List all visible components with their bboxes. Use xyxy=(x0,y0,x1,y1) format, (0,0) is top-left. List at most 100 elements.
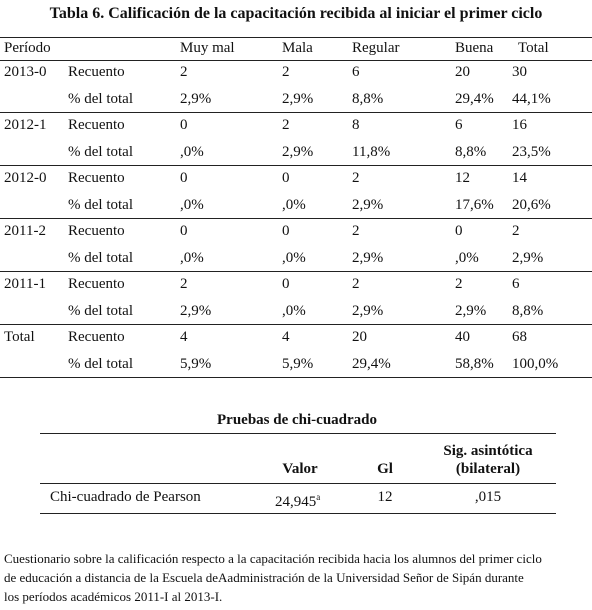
cell: ,0% xyxy=(455,249,479,266)
row-period: 2011-1 xyxy=(4,276,46,292)
cell: 2 xyxy=(180,64,188,80)
cell: 16 xyxy=(512,117,527,133)
row-label: Chi-cuadrado de Pearson xyxy=(50,489,201,505)
cell: 8 xyxy=(352,117,360,133)
cell: ,0% xyxy=(282,249,306,266)
cell: 20,6% xyxy=(512,196,551,213)
rule xyxy=(0,165,592,166)
footnote-mark: a xyxy=(316,492,321,502)
row-period: 2013-0 xyxy=(4,64,47,80)
row-period: 2012-1 xyxy=(4,117,47,133)
row-measure: % del total xyxy=(68,302,133,319)
column-header: Valor xyxy=(282,461,318,477)
cell: 17,6% xyxy=(455,196,494,213)
cell: 30 xyxy=(512,64,527,80)
cell: 2 xyxy=(282,117,290,133)
row-measure: % del total xyxy=(68,249,133,266)
cell: 12 xyxy=(377,489,393,505)
rule xyxy=(0,60,592,61)
row-measure: Recuento xyxy=(68,117,125,133)
cell: 0 xyxy=(180,117,188,133)
cell: 0 xyxy=(282,276,290,292)
cell: 0 xyxy=(180,223,188,239)
note: de educación a distancia de la Escuela d… xyxy=(4,570,524,585)
cell: 2,9% xyxy=(352,249,384,266)
cell: ,0% xyxy=(282,302,306,319)
cell: 2,9% xyxy=(282,143,314,160)
cell: 100,0% xyxy=(512,355,559,372)
cell: 2,9% xyxy=(180,302,212,319)
cell: 2,9% xyxy=(180,90,212,107)
cell: 29,4% xyxy=(455,90,494,107)
title: Tabla 6. Calificación de la capacitación… xyxy=(49,5,543,22)
cell: 20 xyxy=(455,64,470,80)
cell: 40 xyxy=(455,329,470,345)
cell: 2 xyxy=(352,276,360,292)
row-measure: Recuento xyxy=(68,223,125,239)
cell: ,0% xyxy=(282,196,306,213)
cell: 23,5% xyxy=(512,143,551,160)
note: los períodos académicos 2011-I al 2013-I… xyxy=(4,589,223,604)
rule xyxy=(0,377,592,378)
row-period: 2012-0 xyxy=(4,170,47,186)
row-measure: Recuento xyxy=(68,64,125,80)
cell: 2,9% xyxy=(282,90,314,107)
cell: 2 xyxy=(352,223,360,239)
cell: 0 xyxy=(282,223,290,239)
cell: 2,9% xyxy=(455,302,487,319)
cell: 12 xyxy=(455,170,470,186)
column-header: Período xyxy=(4,40,51,56)
rule xyxy=(40,513,556,514)
cell: 8,8% xyxy=(512,302,544,319)
row-measure: % del total xyxy=(68,355,133,372)
cell: 24,945a xyxy=(275,492,321,510)
cell: 11,8% xyxy=(352,143,391,160)
cell: 2,9% xyxy=(352,302,384,319)
row-measure: % del total xyxy=(68,143,133,160)
chi-title: Pruebas de chi-cuadrado xyxy=(216,412,378,428)
rule xyxy=(0,271,592,272)
cell: 0 xyxy=(180,170,188,186)
cell: 6 xyxy=(455,117,463,133)
cell: 68 xyxy=(512,329,527,345)
cell: ,0% xyxy=(180,249,204,266)
column-header: Regular xyxy=(352,40,400,56)
column-header: Sig. asintótica xyxy=(443,443,533,459)
row-measure: Recuento xyxy=(68,276,125,292)
rule xyxy=(0,112,592,113)
cell: 5,9% xyxy=(180,355,212,372)
column-header: Gl xyxy=(377,461,393,477)
cell: 8,8% xyxy=(455,143,487,160)
cell: 20 xyxy=(352,329,367,345)
rule xyxy=(40,433,556,434)
column-header: Total xyxy=(518,40,549,56)
row-measure: % del total xyxy=(68,196,133,213)
cell: 2 xyxy=(180,276,188,292)
cell: 0 xyxy=(282,170,290,186)
cell: 6 xyxy=(512,276,520,292)
cell: 29,4% xyxy=(352,355,391,372)
column-header: Buena xyxy=(455,40,494,56)
row-measure: Recuento xyxy=(68,329,125,345)
column-header: Mala xyxy=(282,40,313,56)
cell: ,0% xyxy=(180,143,204,160)
cell: 2,9% xyxy=(512,249,544,266)
cell: 2,9% xyxy=(352,196,384,213)
cell: 4 xyxy=(282,329,290,345)
row-period: 2011-2 xyxy=(4,223,46,239)
cell: 14 xyxy=(512,170,527,186)
cell: 2 xyxy=(455,276,463,292)
cell: 4 xyxy=(180,329,188,345)
row-measure: Recuento xyxy=(68,170,125,186)
cell: 44,1% xyxy=(512,90,551,107)
rule xyxy=(0,37,592,38)
rule xyxy=(40,483,556,484)
cell: ,0% xyxy=(180,196,204,213)
row-measure: % del total xyxy=(68,90,133,107)
rule xyxy=(0,324,592,325)
cell: 58,8% xyxy=(455,355,494,372)
cell: 0 xyxy=(455,223,463,239)
cell: 8,8% xyxy=(352,90,384,107)
row-period: Total xyxy=(4,329,35,345)
